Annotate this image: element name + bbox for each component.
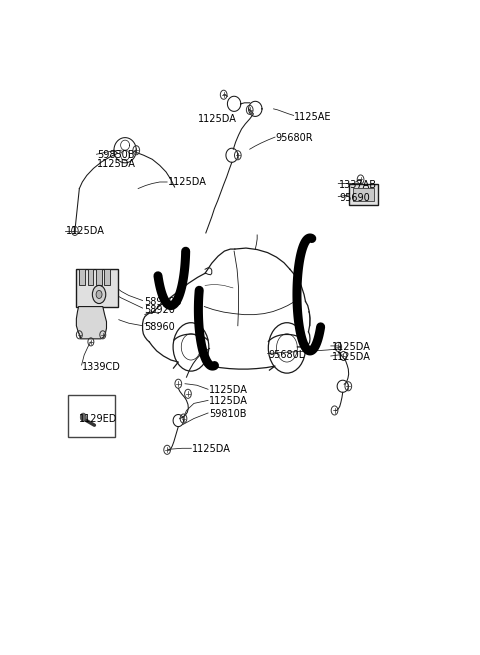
Text: 58920: 58920 — [144, 305, 175, 314]
Text: 95680L: 95680L — [268, 350, 305, 360]
Circle shape — [96, 290, 102, 299]
Bar — [68, 396, 115, 437]
Text: 59830B: 59830B — [97, 150, 135, 160]
Text: 1125DA: 1125DA — [66, 227, 105, 236]
Text: 95690: 95690 — [339, 193, 370, 202]
Bar — [353, 187, 374, 200]
Text: 1129ED: 1129ED — [79, 414, 118, 424]
Text: 1125DA: 1125DA — [209, 396, 248, 406]
Bar — [104, 269, 110, 286]
Text: 59810B: 59810B — [209, 409, 246, 419]
Text: 1125AE: 1125AE — [294, 112, 332, 122]
Bar — [79, 269, 85, 286]
Circle shape — [92, 286, 106, 303]
Text: 1125DA: 1125DA — [332, 342, 371, 352]
FancyBboxPatch shape — [349, 183, 378, 204]
Text: 1125DA: 1125DA — [209, 385, 248, 395]
Bar — [76, 269, 119, 307]
Circle shape — [80, 413, 86, 421]
Text: 1125DA: 1125DA — [198, 114, 237, 124]
Text: 1125DA: 1125DA — [332, 352, 371, 362]
Text: 1125DA: 1125DA — [97, 159, 136, 170]
Bar — [87, 269, 94, 286]
Text: 1339CD: 1339CD — [83, 362, 121, 372]
Text: 58960: 58960 — [144, 322, 174, 331]
Text: 58910B: 58910B — [144, 297, 181, 307]
Text: 95680R: 95680R — [276, 133, 313, 143]
Text: 1337AB: 1337AB — [339, 179, 377, 189]
Bar — [96, 269, 102, 286]
Text: 1125DA: 1125DA — [168, 177, 207, 187]
Polygon shape — [76, 307, 107, 339]
Text: 1125DA: 1125DA — [192, 444, 231, 455]
